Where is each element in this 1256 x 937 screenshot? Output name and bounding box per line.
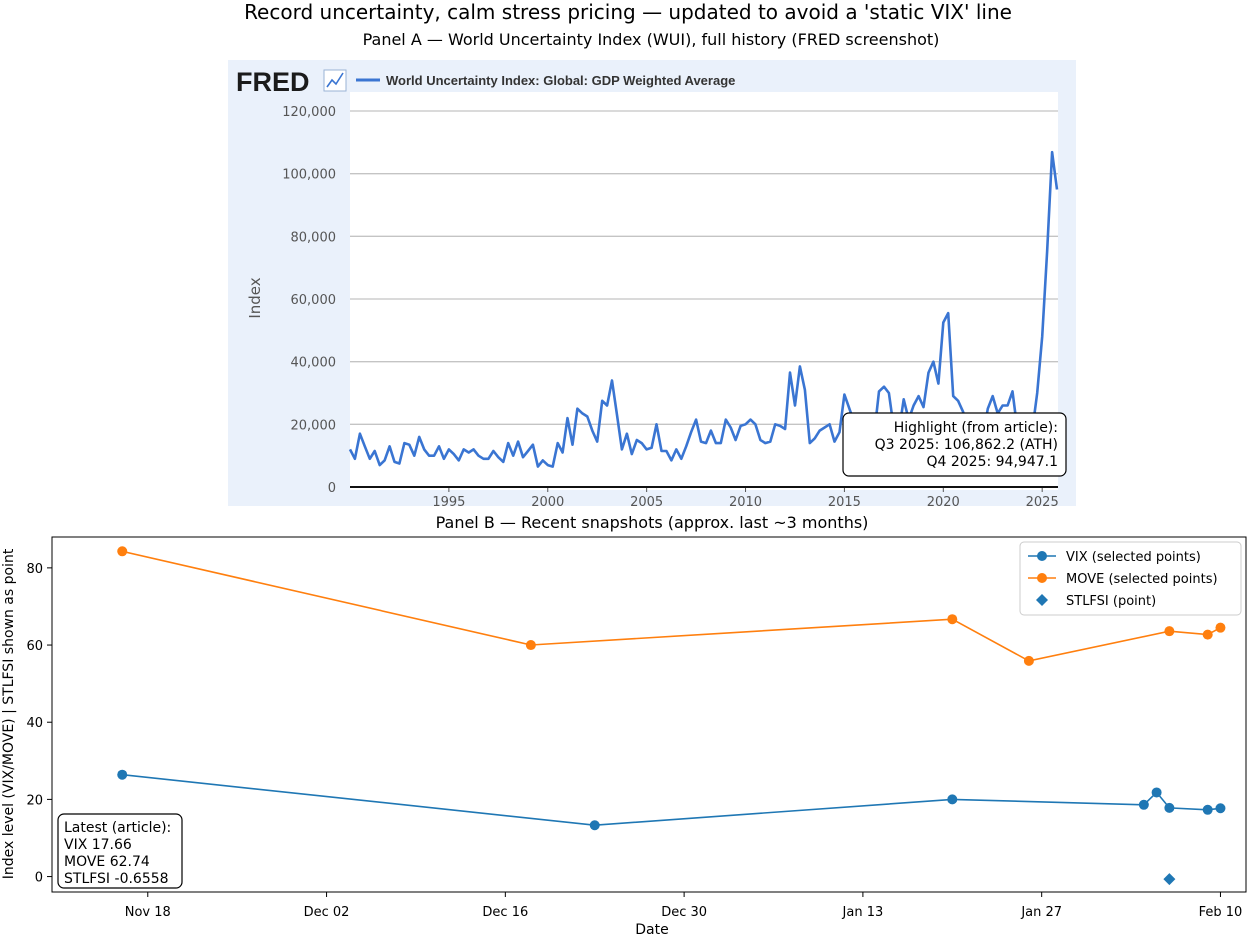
vix-point — [589, 820, 600, 831]
panel-a-y-tick-label: 40,000 — [291, 356, 337, 371]
vix-point — [1138, 799, 1149, 810]
panel-b-annotation-line: VIX 17.66 — [64, 837, 132, 853]
panel-b-y-tick-label: 40 — [26, 716, 43, 731]
panel-b-legend: VIX (selected points) MOVE (selected poi… — [1019, 541, 1242, 616]
panel-b-x-axis-label: Date — [635, 922, 668, 937]
panel-b-x-tick-label: Dec 02 — [304, 905, 350, 920]
panel-b-x-tick-label: Jan 13 — [842, 905, 884, 920]
panel-a-title: Panel A — World Uncertainty Index (WUI),… — [363, 30, 940, 49]
fred-chart-icon — [323, 69, 347, 92]
vix-point — [947, 794, 958, 805]
panel-b-x-tick-label: Jan 27 — [1020, 905, 1062, 920]
figure-title: Record uncertainty, calm stress pricing … — [244, 0, 1012, 24]
panel-b-annotation-line: STLFSI -0.6558 — [64, 871, 169, 887]
move-point — [1164, 626, 1175, 637]
panel-b-y-tick-label: 60 — [26, 639, 43, 654]
legend-move-marker — [1037, 573, 1047, 583]
panel-a-x-tick-label: 2000 — [531, 495, 564, 510]
panel-a-annotation-line: Highlight (from article): — [894, 420, 1058, 436]
legend-vix-marker — [1037, 551, 1047, 561]
panel-b-y-axis-label: Index level (VIX/MOVE) | STLFSI shown as… — [1, 548, 17, 879]
panel-b-x-tick-label: Nov 18 — [125, 905, 171, 920]
panel-a-chart: FRED World Uncertainty Index: Global: GD… — [228, 60, 1076, 510]
move-point — [525, 640, 536, 651]
panel-a-y-axis-label: Index — [246, 277, 264, 318]
vix-point — [1202, 804, 1213, 815]
panel-b-chart: Index level (VIX/MOVE) | STLFSI shown as… — [1, 536, 1247, 937]
vix-point — [1151, 787, 1162, 798]
panel-a-x-tick-label: 2025 — [1026, 495, 1059, 510]
panel-a-annotation-line: Q4 2025: 94,947.1 — [926, 454, 1058, 470]
move-point — [1023, 655, 1034, 666]
panel-a-x-tick-label: 2020 — [927, 495, 960, 510]
panel-a-y-tick-label: 80,000 — [291, 230, 337, 245]
panel-b-legend-box — [1019, 541, 1242, 616]
fred-logo: FRED — [236, 67, 347, 97]
panel-a-x-tick-label: 2010 — [729, 495, 762, 510]
stlfsi-point — [1163, 873, 1176, 886]
legend-move-label: MOVE (selected points) — [1066, 572, 1218, 587]
panel-b-x-tick-label: Dec 30 — [661, 905, 707, 920]
panel-a-y-tick-label: 120,000 — [282, 105, 336, 120]
move-point — [117, 546, 128, 557]
panel-a-annotation-line: Q3 2025: 106,862.2 (ATH) — [875, 437, 1058, 453]
vix-point — [1164, 802, 1175, 813]
panel-b-annotation: Latest (article): VIX 17.66 MOVE 62.74 S… — [57, 813, 183, 889]
fred-legend-label: World Uncertainty Index: Global: GDP Wei… — [386, 73, 735, 88]
panel-b-y-tick-label: 80 — [26, 562, 43, 577]
panel-b-annotation-line: Latest (article): — [64, 820, 171, 836]
panel-b-x-tick-label: Feb 10 — [1199, 905, 1243, 920]
panel-b-annotation-line: MOVE 62.74 — [64, 854, 150, 870]
panel-a-x-tick-label: 2015 — [828, 495, 861, 510]
panel-a-annotation-box — [842, 412, 1067, 477]
vix-series-line — [122, 773, 1221, 827]
legend-stlfsi-marker — [1036, 594, 1048, 606]
vix-point — [1215, 803, 1226, 814]
vix-point — [117, 769, 128, 780]
move-point — [1215, 622, 1226, 633]
panel-a-y-tick-label: 20,000 — [291, 418, 337, 433]
panel-a-y-tick-label: 60,000 — [291, 293, 337, 308]
panel-b-annotation-box — [57, 813, 183, 889]
panel-b-title: Panel B — Recent snapshots (approx. last… — [436, 513, 869, 532]
fred-logo-text: FRED — [236, 67, 310, 97]
move-point — [1202, 629, 1213, 640]
panel-a-x-tick-label: 1995 — [432, 495, 465, 510]
panel-b-y-tick-label: 20 — [26, 793, 43, 808]
panel-a-annotation: Highlight (from article): Q3 2025: 106,8… — [842, 412, 1067, 477]
legend-vix-label: VIX (selected points) — [1066, 550, 1201, 565]
panel-b-x-tick-label: Dec 16 — [482, 905, 528, 920]
move-point — [947, 614, 958, 625]
panel-a-y-tick-label: 100,000 — [282, 168, 336, 183]
wui-series-line — [348, 150, 1059, 468]
panel-a-y-tick-label: 0 — [328, 481, 336, 496]
legend-stlfsi-label: STLFSI (point) — [1066, 594, 1156, 609]
panel-b-y-tick-label: 0 — [35, 871, 43, 886]
panel-a-x-tick-label: 2005 — [630, 495, 663, 510]
